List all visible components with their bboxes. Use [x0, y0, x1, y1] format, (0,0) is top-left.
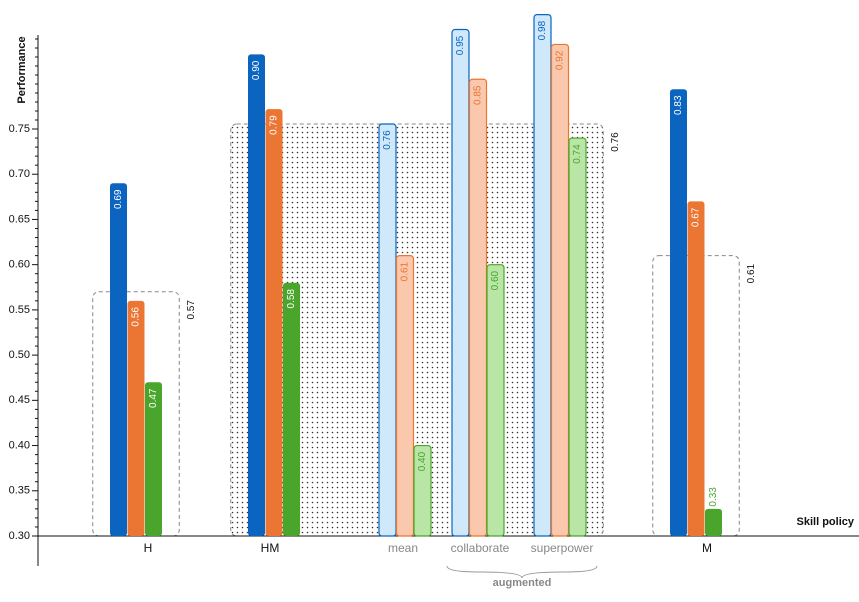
y-tick-label: 0.35 — [9, 485, 30, 497]
value-label: 0.79 — [269, 115, 280, 135]
bar — [687, 201, 705, 536]
x-axis-label: Skill policy — [797, 516, 855, 528]
y-tick-label: 0.70 — [9, 168, 30, 180]
y-tick-label: 0.55 — [9, 304, 30, 316]
value-label: 0.40 — [417, 451, 428, 471]
bar — [533, 13, 552, 537]
bar — [127, 300, 145, 536]
bar — [248, 54, 265, 537]
bar — [451, 28, 470, 537]
bar — [145, 382, 162, 536]
y-axis-label: Performance — [16, 36, 28, 103]
value-label: 0.58 — [286, 289, 297, 309]
augmented-brace — [446, 565, 598, 579]
value-label: 0.95 — [455, 35, 466, 55]
value-label: 0.98 — [537, 20, 548, 40]
reference-label: 0.76 — [610, 132, 621, 152]
value-label: 0.33 — [708, 487, 719, 507]
bar — [670, 89, 687, 537]
bar — [486, 264, 505, 537]
bar — [705, 508, 722, 536]
reference-label: 0.57 — [186, 300, 197, 320]
value-label: 0.74 — [572, 144, 583, 164]
x-tick-label: H — [144, 541, 153, 555]
reference-label: 0.61 — [746, 263, 757, 283]
value-label: 0.61 — [400, 261, 411, 281]
y-tick-label: 0.60 — [9, 259, 30, 271]
bar — [550, 43, 570, 537]
reference-box — [92, 291, 180, 537]
y-tick-label: 0.50 — [9, 349, 30, 361]
y-tick-label: 0.30 — [9, 530, 30, 542]
augmented-label: augmented — [493, 577, 552, 589]
value-label: 0.47 — [148, 388, 159, 408]
value-label: 0.60 — [490, 270, 501, 290]
bar — [413, 444, 432, 537]
x-tick-label: HM — [261, 541, 280, 555]
bar — [283, 282, 300, 536]
value-label: 0.90 — [251, 60, 262, 80]
y-tick-label: 0.65 — [9, 213, 30, 225]
x-tick-label: mean — [388, 541, 418, 555]
y-tick-label: 0.45 — [9, 394, 30, 406]
value-label: 0.85 — [473, 85, 484, 105]
y-tick-label: 0.75 — [9, 123, 30, 135]
y-tick-label: 0.40 — [9, 439, 30, 451]
value-label: 0.67 — [691, 207, 702, 227]
value-label: 0.69 — [113, 189, 124, 209]
bar — [395, 255, 415, 537]
value-label: 0.92 — [555, 50, 566, 70]
bar — [265, 109, 283, 536]
value-label: 0.83 — [673, 95, 684, 115]
bar — [568, 137, 587, 537]
x-tick-label: collaborate — [451, 541, 510, 555]
x-tick-label: M — [702, 541, 712, 555]
bar — [468, 78, 488, 537]
x-tick-label: superpower — [531, 541, 594, 555]
value-label: 0.56 — [131, 307, 142, 327]
value-label: 0.76 — [382, 130, 393, 150]
bar — [110, 183, 127, 536]
bar — [378, 123, 397, 537]
